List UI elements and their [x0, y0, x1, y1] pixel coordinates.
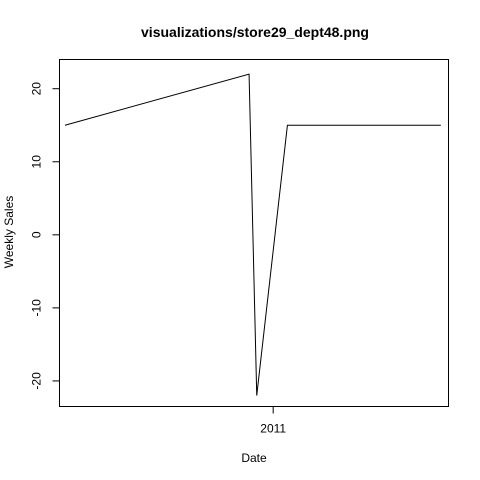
x-tick-label: 2011: [260, 422, 286, 436]
y-tick-label: 10: [30, 155, 44, 169]
plot-frame: [59, 59, 449, 407]
series-line: [64, 73, 441, 396]
y-tick-label: -10: [30, 299, 44, 317]
series-layer: [64, 73, 441, 396]
y-axis-label: Weekly Sales: [2, 196, 16, 268]
y-tick-label: 20: [30, 82, 44, 96]
x-axis: 2011: [260, 406, 286, 436]
y-tick-label: -20: [30, 372, 44, 390]
chart-title: visualizations/store29_dept48.png: [141, 24, 369, 40]
y-tick-label: 0: [30, 231, 44, 238]
x-axis-label: Date: [241, 451, 267, 465]
y-axis: -20 -10 0 10 20: [30, 82, 60, 390]
